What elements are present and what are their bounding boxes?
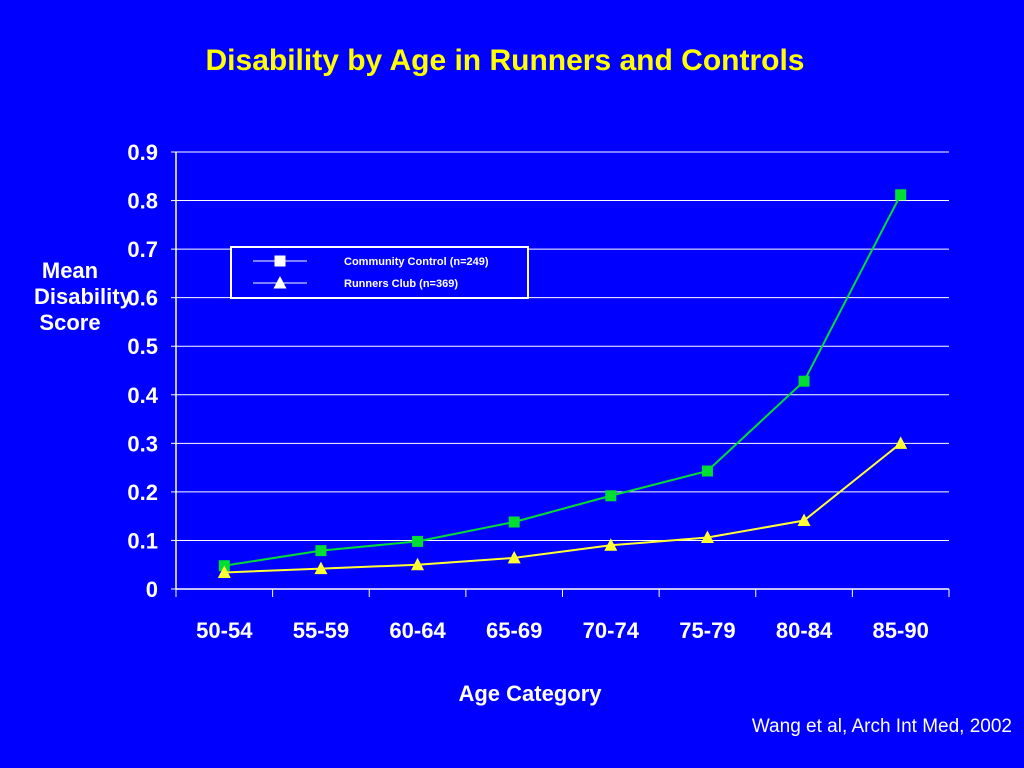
data-point-2: [797, 513, 811, 527]
data-point-1: [605, 490, 617, 502]
y-tick-label: 0.7: [127, 237, 158, 262]
data-point-2: [604, 538, 618, 551]
y-tick-label: 0.4: [127, 383, 158, 408]
x-tick-label: 85-90: [873, 618, 929, 643]
data-point-1: [895, 189, 907, 201]
legend-label: Community Control (n=249): [344, 256, 489, 268]
legend-label: Runners Club (n=369): [344, 278, 458, 290]
y-tick-label: 0.3: [127, 431, 158, 456]
source-citation: Wang et al, Arch Int Med, 2002: [751, 716, 1012, 737]
y-tick-label: 0.2: [127, 480, 158, 505]
y-tick-label: 0.9: [127, 140, 158, 165]
data-point-1: [508, 516, 520, 528]
data-point-1: [701, 465, 713, 477]
data-point-2: [217, 565, 231, 578]
y-tick-label: 0.5: [127, 334, 158, 359]
legend-box: [230, 246, 529, 299]
x-tick-label: 65-69: [486, 618, 542, 643]
legend-marker: [274, 255, 286, 267]
x-tick-label: 50-54: [196, 618, 253, 643]
data-point-2: [700, 530, 714, 544]
x-tick-label: 70-74: [583, 618, 640, 643]
y-tick-label: 0.1: [127, 528, 158, 553]
x-tick-label: 75-79: [679, 618, 735, 643]
data-point-1: [798, 375, 810, 387]
x-tick-label: 60-64: [389, 618, 446, 643]
data-point-2: [411, 557, 425, 571]
data-point-2: [894, 436, 908, 449]
series-line-1: [224, 194, 902, 567]
y-tick-label: 0.8: [127, 189, 158, 214]
series-line-2: [224, 442, 902, 574]
chart-title: Disability by Age in Runners and Control…: [205, 44, 805, 77]
data-point-2: [507, 550, 521, 564]
y-tick-label: 0.6: [127, 286, 158, 311]
x-axis-label: Age Category: [458, 681, 602, 706]
data-point-2: [314, 561, 328, 575]
data-point-1: [412, 535, 424, 547]
legend-marker: [273, 276, 287, 289]
y-tick-label: 0: [146, 577, 158, 602]
x-tick-label: 80-84: [776, 618, 833, 643]
x-tick-label: 55-59: [293, 618, 349, 643]
data-point-1: [315, 545, 327, 557]
